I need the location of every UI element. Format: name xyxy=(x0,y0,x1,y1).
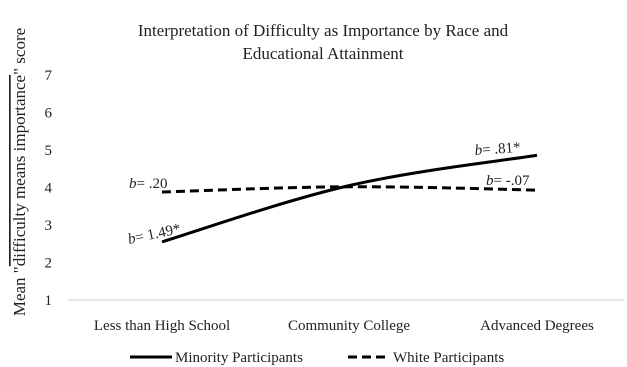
y-tick-label: 2 xyxy=(45,256,53,272)
annotation-white-hs: b= .20 xyxy=(129,176,167,192)
y-axis-label-prefix: Mean " xyxy=(10,266,29,316)
y-tick-label: 5 xyxy=(45,143,53,159)
annotation-value: = -.07 xyxy=(494,173,530,189)
annotation-minority-adv: b= .81* xyxy=(474,140,521,159)
y-axis-label: Mean "difficulty means importance" score xyxy=(10,28,29,316)
y-tick-labels: 1 2 3 4 5 6 7 xyxy=(45,68,53,309)
series-line-white xyxy=(161,185,538,194)
x-category-label: Advanced Degrees xyxy=(480,318,594,334)
annotation-value: = .81* xyxy=(482,140,521,159)
chart-title-line-1: Interpretation of Difficulty as Importan… xyxy=(138,21,509,40)
annotation-prefix: b xyxy=(486,173,494,189)
x-category-labels: Less than High School Community College … xyxy=(94,318,594,334)
chart-title-line-2: Educational Attainment xyxy=(243,44,404,63)
series-line-minority xyxy=(161,153,538,244)
annotation-prefix: b xyxy=(129,176,137,192)
y-axis-label-overlined: difficulty means importance xyxy=(10,75,29,266)
y-tick-label: 3 xyxy=(45,218,53,234)
annotation-value: = 1.49* xyxy=(134,221,182,246)
legend-label-minority: Minority Participants xyxy=(175,350,303,366)
annotation-minority-hs: b= 1.49* xyxy=(127,221,183,248)
annotation-value: = .20 xyxy=(137,176,168,192)
annotation-white-adv: b= -.07 xyxy=(486,173,530,189)
y-tick-label: 1 xyxy=(45,293,53,309)
y-tick-label: 6 xyxy=(45,106,53,122)
y-tick-label: 7 xyxy=(45,68,53,84)
x-category-label: Less than High School xyxy=(94,318,230,334)
legend: Minority Participants White Participants xyxy=(130,350,504,366)
legend-label-white: White Participants xyxy=(393,350,504,366)
y-tick-label: 4 xyxy=(45,181,53,197)
annotation-prefix: b xyxy=(474,142,483,159)
annotation-prefix: b xyxy=(127,231,138,248)
x-category-label: Community College xyxy=(288,318,410,334)
y-axis-label-suffix: " score xyxy=(10,28,29,75)
